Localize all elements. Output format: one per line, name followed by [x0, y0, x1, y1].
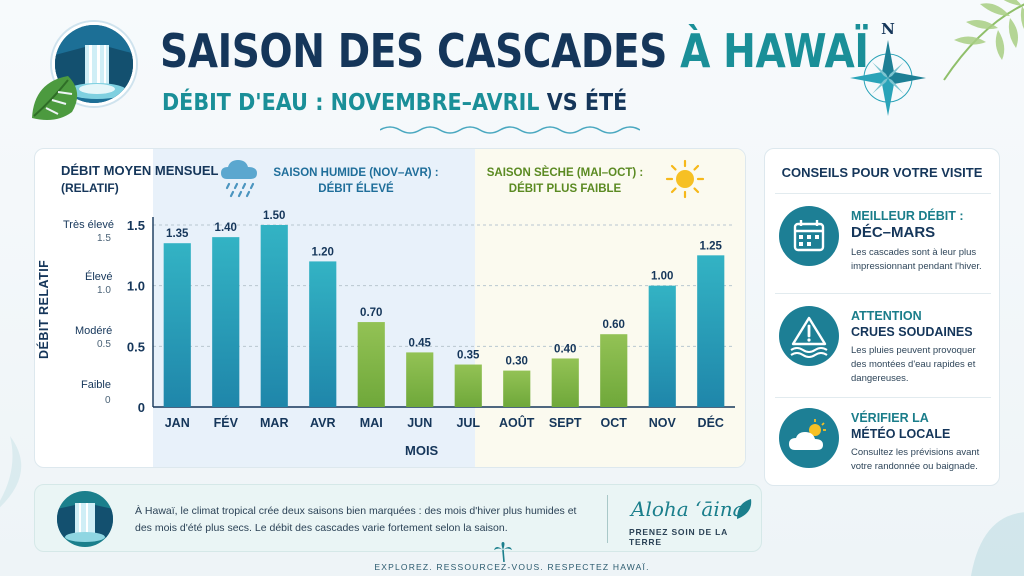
- scale-word-moderate: Modéré: [75, 325, 113, 337]
- y-tick-label: 1.5: [127, 218, 145, 233]
- bar-août: [503, 370, 531, 407]
- x-tick-label: MAI: [360, 416, 383, 430]
- tip-text: Les pluies peuvent provoquer des montées…: [851, 345, 976, 384]
- x-tick-label: AVR: [310, 416, 335, 430]
- footer-tagline: EXPLOREZ. RESSOURCEZ-VOUS. RESPECTEZ HAW…: [374, 562, 650, 572]
- bar-value-label: 0.70: [360, 307, 382, 319]
- tip-heading: VÉRIFIER LA: [851, 411, 929, 425]
- monstera-leaf-icon: [32, 76, 78, 120]
- x-tick-label: AOÛT: [499, 415, 535, 430]
- tip-check-weather: VÉRIFIER LA MÉTÉO LOCALE Consultez les p…: [775, 397, 991, 483]
- sun-icon: [665, 159, 705, 199]
- bar-jun: [406, 352, 434, 407]
- subtitle-vs: VS ÉTÉ: [546, 90, 628, 116]
- bar-value-label: 1.25: [700, 240, 723, 252]
- x-tick-label: NOV: [649, 416, 677, 430]
- bar-value-label: 1.50: [263, 210, 285, 222]
- scale-value-very-high: 1.5: [97, 233, 111, 244]
- page-title: SAISON DES CASCADES À HAWAÏ: [160, 24, 869, 78]
- wave-divider: [380, 126, 640, 134]
- bar-sept: [551, 358, 579, 407]
- bar-jul: [454, 364, 482, 407]
- tip-heading-highlight: MÉTÉO LOCALE: [851, 427, 951, 441]
- bar-oct: [600, 334, 628, 407]
- page-subtitle: DÉBIT D'EAU : NOVEMBRE–AVRIL VS ÉTÉ: [162, 90, 627, 116]
- fern-decoration: [0, 436, 22, 508]
- wet-season-label: SAISON HUMIDE (NOV–AVR) : DÉBIT ÉLEVÉ: [273, 167, 439, 195]
- compass-letter: N: [881, 20, 895, 38]
- palm-tree-icon: [494, 542, 512, 562]
- bar-mai: [357, 322, 385, 407]
- x-tick-label: OCT: [601, 416, 628, 430]
- tip-best-flow: MEILLEUR DÉBIT : DÉC–MARS Les cascades s…: [775, 193, 991, 293]
- bar-value-label: 0.40: [554, 343, 576, 355]
- subtitle-main: DÉBIT D'EAU : NOVEMBRE–AVRIL: [162, 90, 540, 116]
- y-tick-label: 0.5: [127, 339, 145, 354]
- tip-text: Les cascades sont à leur plus impression…: [851, 247, 982, 272]
- palm-leaf-decoration: [943, 0, 1024, 81]
- tip-heading-highlight: CRUES SOUDAINES: [851, 325, 973, 339]
- bar-value-label: 0.35: [457, 350, 480, 362]
- chart-heading-sub: (RELATIF): [61, 181, 119, 195]
- leaf-icon: [737, 499, 752, 519]
- bar-fév: [212, 237, 240, 407]
- x-tick-label: JAN: [165, 416, 190, 430]
- x-tick-label: JUN: [407, 416, 432, 430]
- x-tick-label: FÉV: [214, 415, 239, 430]
- x-tick-label: SEPT: [549, 416, 582, 430]
- chart-panel: DÉBIT MOYEN MENSUEL (RELATIF) SAISON HUM…: [34, 148, 746, 468]
- dry-season-label: SAISON SÈCHE (MAI–OCT) : DÉBIT PLUS FAIB…: [486, 167, 644, 195]
- bar-value-label: 0.45: [409, 337, 432, 349]
- bar-value-label: 0.60: [603, 319, 625, 331]
- chart-heading: DÉBIT MOYEN MENSUEL: [61, 163, 219, 178]
- rain-cloud-icon: [221, 160, 257, 198]
- title-main: SAISON DES CASCADES: [160, 24, 667, 78]
- bar-déc: [697, 255, 725, 407]
- aloha-aina-text: Aloha ʻāina: [631, 497, 745, 521]
- banner-divider: [607, 495, 608, 543]
- info-banner: À Hawaï, le climat tropical crée deux sa…: [34, 484, 762, 552]
- scale-word-very-high: Très élevé: [63, 219, 114, 231]
- scale-word-high: Élevé: [85, 271, 113, 283]
- bar-value-label: 1.20: [312, 246, 334, 258]
- waterfall-icon: [57, 491, 113, 547]
- tip-flash-floods: ATTENTION CRUES SOUDAINES Les pluies peu…: [775, 293, 991, 397]
- tip-heading: ATTENTION: [851, 309, 922, 323]
- title-accent: À HAWAÏ: [680, 24, 869, 78]
- bar-mar: [260, 225, 288, 407]
- y-tick-label: 0: [138, 400, 145, 415]
- bar-value-label: 1.00: [651, 271, 673, 283]
- scale-value-moderate: 0.5: [97, 339, 111, 350]
- bar-nov: [648, 285, 676, 407]
- scale-value-low: 0: [105, 395, 111, 406]
- bar-value-label: 1.35: [166, 228, 189, 240]
- y-tick-label: 1.0: [127, 279, 145, 294]
- tip-heading: MEILLEUR DÉBIT :: [851, 209, 964, 223]
- calendar-icon: [779, 206, 839, 266]
- aloha-subtitle: PRENEZ SOIN DE LA TERRE: [629, 527, 728, 547]
- bar-avr: [309, 261, 337, 407]
- scale-word-low: Faible: [81, 379, 111, 391]
- scale-value-high: 1.0: [97, 285, 111, 296]
- x-axis-label: MOIS: [405, 443, 439, 458]
- tips-title: CONSEILS POUR VOTRE VISITE: [781, 165, 983, 180]
- tip-text: Consultez les prévisions avant votre ran…: [851, 447, 980, 472]
- tip-heading-highlight: DÉC–MARS: [851, 224, 936, 241]
- x-tick-label: MAR: [260, 416, 288, 430]
- weather-icon: [779, 408, 839, 468]
- banner-text: À Hawaï, le climat tropical crée deux sa…: [135, 505, 577, 534]
- bar-jan: [163, 243, 191, 407]
- x-tick-label: JUL: [456, 416, 480, 430]
- tips-panel: CONSEILS POUR VOTRE VISITE MEILLEUR DÉBI…: [764, 148, 1000, 486]
- bar-value-label: 1.40: [215, 222, 237, 234]
- x-tick-label: DÉC: [698, 415, 724, 430]
- monstera-leaf-decoration: [971, 512, 1024, 576]
- bar-chart: 0 0.5 1.0 1.5 1.35 JAN 1.40 FÉV 1.50 MAR 1.20 AVR 0.…: [127, 210, 735, 430]
- bar-value-label: 0.30: [506, 356, 528, 368]
- warning-flood-icon: [779, 306, 839, 366]
- compass-rose-icon: N: [850, 20, 926, 116]
